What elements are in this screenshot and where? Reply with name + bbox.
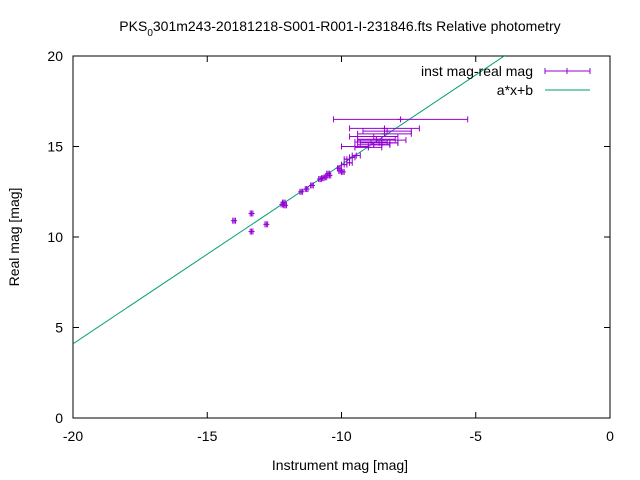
data-point bbox=[248, 210, 255, 217]
x-tick-label: -5 bbox=[470, 428, 483, 444]
data-point bbox=[298, 188, 305, 195]
data-point bbox=[319, 175, 326, 182]
data-point bbox=[303, 186, 310, 193]
data-point bbox=[308, 182, 315, 189]
data-point bbox=[339, 168, 346, 175]
data-point bbox=[337, 167, 344, 174]
x-tick-label: -20 bbox=[63, 428, 83, 444]
legend-label-fit: a*x+b bbox=[497, 82, 533, 98]
y-axis-label: Real mag [mag] bbox=[6, 188, 22, 287]
data-point bbox=[349, 133, 399, 140]
legend-label-data: inst mag-real mag bbox=[421, 63, 533, 79]
y-tick-label: 20 bbox=[47, 48, 63, 64]
data-point bbox=[381, 139, 399, 146]
data-point bbox=[346, 159, 353, 166]
data-point bbox=[326, 172, 333, 179]
data-point bbox=[248, 228, 255, 235]
axis-ticks bbox=[72, 55, 611, 419]
plot-frame bbox=[72, 55, 611, 419]
x-axis-label: Instrument mag [mag] bbox=[272, 457, 408, 473]
x-tick-label: -10 bbox=[331, 428, 351, 444]
legend-point-symbol bbox=[544, 68, 591, 74]
data-point bbox=[357, 130, 412, 137]
y-tick-label: 10 bbox=[47, 229, 63, 245]
legend: inst mag-real mag a*x+b bbox=[421, 63, 591, 98]
y-tick-label: 0 bbox=[55, 410, 63, 426]
data-point bbox=[332, 116, 469, 123]
data-point bbox=[362, 128, 412, 135]
data-point bbox=[351, 152, 361, 159]
x-tick-label: 0 bbox=[606, 428, 614, 444]
chart-title: PKS0301m243-20181218-S001-R001-I-231846.… bbox=[119, 18, 560, 39]
data-point bbox=[263, 221, 270, 228]
data-point bbox=[282, 202, 289, 209]
data-point bbox=[349, 125, 420, 132]
y-tick-labels: 0 5 10 15 20 bbox=[47, 48, 63, 426]
chart-title-rest: 301m243-20181218-S001-R001-I-231846.fts … bbox=[153, 18, 561, 34]
data-point bbox=[231, 217, 238, 224]
y-tick-label: 15 bbox=[47, 139, 63, 155]
chart-title-main: PKS bbox=[119, 18, 147, 34]
data-point bbox=[341, 161, 348, 168]
y-tick-label: 5 bbox=[55, 320, 63, 336]
data-points bbox=[231, 116, 469, 235]
chart-title-subscript: 0 bbox=[147, 28, 153, 39]
x-tick-label: -15 bbox=[197, 428, 217, 444]
x-tick-labels: -20 -15 -10 -5 0 bbox=[63, 428, 614, 444]
legend-key-data bbox=[544, 68, 591, 74]
data-point bbox=[354, 144, 383, 151]
